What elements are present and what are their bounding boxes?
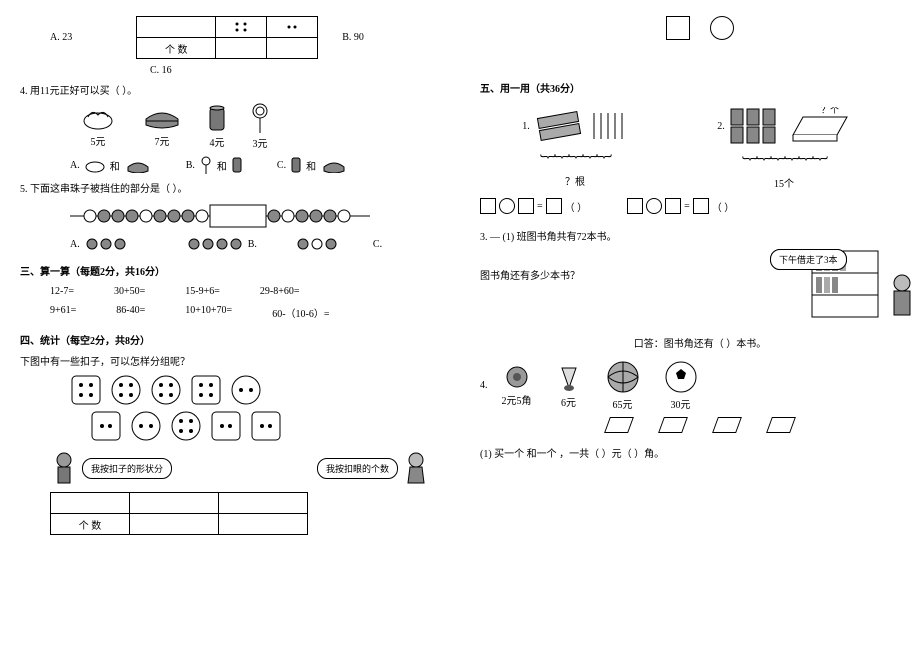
lollipop-icon — [250, 103, 270, 133]
q2-opt-c: C. 16 — [150, 65, 172, 76]
eq1[interactable]: =（ ） — [480, 198, 587, 214]
shuttlecock-icon — [556, 362, 582, 392]
bundle-icon — [534, 109, 584, 143]
q5-stem: 5. 下面这串珠子被挡住的部分是（ ）。 — [20, 180, 460, 195]
s4-table: 个 数 — [50, 492, 308, 535]
cups-icon — [729, 107, 783, 145]
salad-icon — [80, 105, 116, 131]
sticks-icon — [588, 109, 628, 143]
girl-icon — [402, 450, 430, 486]
boy-icon — [50, 450, 78, 486]
s4-title: 四、统计（每空2分，共8分） — [20, 332, 460, 347]
q4-stem: 4. 用11元正好可以买（ ）。 — [20, 82, 460, 97]
circle-shape — [710, 16, 734, 40]
soccer-icon — [664, 360, 698, 394]
q2-opt-a: A. 23 — [50, 32, 72, 43]
bead-string — [70, 201, 370, 231]
kid-icon — [884, 273, 920, 323]
eq2[interactable]: =（ ） — [627, 198, 734, 214]
q2-table: 个 数 — [136, 16, 318, 59]
box-icon: ？个 — [787, 107, 851, 145]
basketball-icon — [606, 360, 640, 394]
s3-title: 三、算一算（每题2分，共16分） — [20, 263, 460, 278]
yoyo-icon — [502, 364, 532, 390]
can-icon — [208, 104, 226, 132]
q2-opt-b: B. 90 — [342, 32, 364, 43]
svg-text:？个: ？个 — [821, 107, 839, 115]
s5-title: 五、用一用（共36分） — [480, 80, 920, 95]
buttons-grid — [70, 374, 460, 444]
burger-icon — [140, 105, 184, 131]
square-shape — [666, 16, 690, 40]
